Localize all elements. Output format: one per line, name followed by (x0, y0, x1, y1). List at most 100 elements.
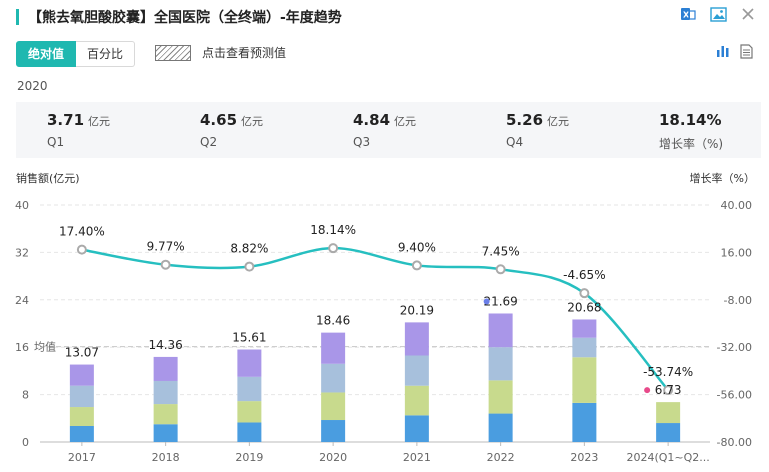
growth-label: -4.65% (563, 268, 605, 282)
bar-segment (321, 332, 346, 364)
highlight-dot (644, 387, 651, 394)
growth-point (328, 243, 339, 254)
tab-percentage[interactable]: 百分比 (76, 41, 136, 67)
title-bar: 【熊去氧胆酸胶囊】全国医院（全终端）-年度趋势 (16, 6, 342, 28)
forecast-toggle[interactable]: 点击查看预测值 (155, 44, 286, 61)
stat-q4: 5.26 亿元 Q4 (506, 110, 569, 149)
x-tick-label: 2023 (570, 451, 598, 464)
bar-segment (404, 355, 429, 386)
bar-segment (321, 420, 346, 442)
window-icons: X (680, 6, 755, 22)
growth-point (579, 288, 590, 299)
y-left-tick-label: 32 (15, 246, 29, 259)
stat-label: 增长率（%) (659, 137, 724, 151)
bar-segment (153, 356, 178, 381)
page-title: 【熊去氧胆酸胶囊】全国医院（全终端）-年度趋势 (28, 10, 342, 26)
bar-segment (153, 424, 178, 442)
bar-segment (488, 380, 513, 414)
forecast-label: 点击查看预测值 (202, 46, 287, 60)
growth-point (411, 260, 422, 271)
y-left-tick-label: 24 (15, 294, 29, 307)
bar-segment (404, 322, 429, 356)
summary-panel: 3.71 亿元 Q1 4.65 亿元 Q2 4.84 亿元 Q3 5.26 亿元 Q4 … (16, 102, 761, 158)
x-tick-label: 2018 (152, 451, 180, 464)
bar-segment (656, 423, 681, 442)
bar-total-label: 6.73 (655, 383, 682, 397)
bar-segment (69, 426, 94, 442)
title-accent-bar (16, 9, 19, 25)
bar-segment (237, 376, 262, 402)
bar-total-label: 21.69 (483, 294, 517, 308)
y-right-tick-label: -32.00 (717, 341, 752, 354)
bar-segment (572, 337, 597, 358)
image-icon[interactable] (710, 6, 727, 22)
bar-segment (488, 347, 513, 381)
stat-q2: 4.65 亿元 Q2 (200, 110, 263, 149)
growth-point (495, 264, 506, 275)
x-tick-label: 2019 (235, 451, 263, 464)
stat-unit: 亿元 (394, 115, 417, 128)
growth-point (76, 244, 87, 255)
y-right-tick-label: 16.00 (721, 246, 753, 259)
bar-segment (321, 392, 346, 421)
bar-total-label: 20.19 (400, 303, 434, 317)
y-right-tick-label: 40.00 (721, 199, 753, 212)
growth-label: 8.82% (230, 242, 268, 256)
sales-growth-chart: 0 -80.00 8 -56.00 16 -32.00 24 -8.00 32 16.00 40 40… (15, 199, 753, 464)
y-left-tick-label: 8 (22, 389, 29, 402)
growth-label: -53.74% (643, 365, 693, 379)
y-right-tick-label: -56.00 (717, 389, 752, 402)
hatch-pattern-swatch (155, 44, 191, 61)
bar-total-label: 13.07 (65, 346, 99, 360)
bar-segment (69, 407, 94, 427)
growth-label: 9.77% (147, 240, 185, 254)
x-tick-label: 2017 (68, 451, 96, 464)
bar-segment (572, 319, 597, 338)
bar-chart-icon[interactable] (716, 44, 730, 58)
bar-segment (237, 422, 262, 442)
y-axis-right-title: 增长率（%） (689, 172, 755, 185)
y-left-tick-label: 40 (15, 199, 29, 212)
growth-label: 7.45% (482, 244, 520, 258)
bar-total-label: 15.61 (232, 331, 266, 345)
bar-segment (153, 404, 178, 425)
bar-total-label: 20.68 (567, 300, 601, 314)
stat-unit: 亿元 (547, 115, 570, 128)
highlight-dot (483, 298, 490, 305)
y-right-tick-label: -8.00 (724, 294, 752, 307)
stat-growth: 18.14% 增长率（%) (659, 110, 723, 152)
growth-point (160, 259, 171, 270)
stat-value: 4.84 (353, 111, 391, 129)
bar-segment (488, 413, 513, 442)
bar-total-label: 14.36 (148, 338, 182, 352)
view-switch (716, 44, 753, 59)
table-icon[interactable] (740, 44, 753, 59)
x-tick-label: 2020 (319, 451, 347, 464)
growth-label: 17.40% (59, 225, 105, 239)
stat-value: 3.71 (47, 111, 85, 129)
stat-label: Q3 (353, 135, 371, 149)
stat-label: Q2 (200, 135, 218, 149)
stat-label: Q1 (47, 135, 65, 149)
bar-segment (153, 380, 178, 405)
stat-unit: 亿元 (241, 115, 264, 128)
close-icon[interactable] (741, 7, 755, 21)
tab-absolute[interactable]: 绝对值 (16, 41, 77, 67)
bar-segment (69, 385, 94, 408)
growth-point (663, 385, 674, 396)
bar-segment (237, 401, 262, 423)
y-left-tick-label: 16 (15, 341, 29, 354)
stat-value: 4.65 (200, 111, 238, 129)
stat-value: 5.26 (506, 111, 544, 129)
svg-text:X: X (683, 11, 690, 20)
stat-value: 18.14% (659, 111, 722, 129)
growth-label: 9.40% (398, 240, 436, 254)
stat-unit: 亿元 (88, 115, 111, 128)
x-tick-label: 2022 (487, 451, 515, 464)
bar-total-label: 18.46 (316, 314, 350, 328)
stat-q1: 3.71 亿元 Q1 (47, 110, 110, 149)
export-excel-icon[interactable]: X (680, 6, 696, 22)
bar-segment (656, 402, 681, 424)
bar-segment (237, 349, 262, 377)
y-axis-left-title: 销售额(亿元) (16, 172, 80, 185)
